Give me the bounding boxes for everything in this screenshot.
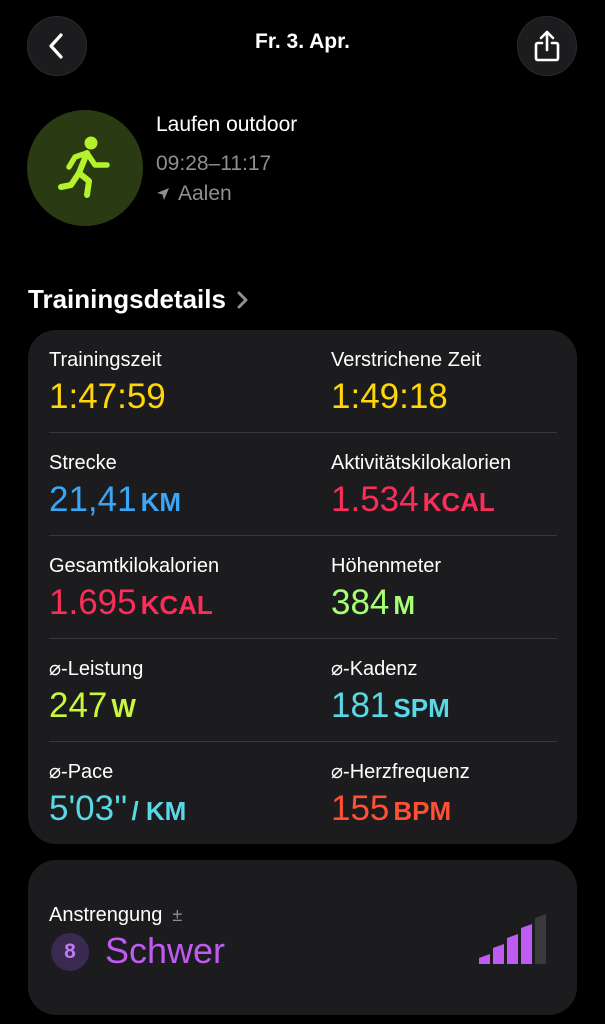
- location-arrow-icon: [157, 188, 169, 200]
- workout-time-range: 09:28–11:17: [156, 152, 272, 175]
- effort-label-row: Anstrengung ±: [49, 904, 182, 927]
- metric-unit: W: [111, 693, 136, 723]
- metric-value: 155 BPM: [331, 788, 581, 832]
- metric-strecke: Strecke 21,41 KM: [49, 451, 299, 523]
- divider: [49, 432, 557, 433]
- effort-bars-icon: [479, 914, 546, 964]
- effort-bar: [479, 954, 490, 964]
- metric-label: ⌀-Kadenz: [331, 658, 418, 680]
- metric-number: 1.695: [49, 583, 137, 622]
- metric-label: Strecke: [49, 452, 117, 474]
- metric-gesamtkilokalorien: Gesamtkilokalorien 1.695 KCAL: [49, 554, 299, 626]
- metric-label: Aktivitätskilokalorien: [331, 452, 512, 474]
- effort-bar: [535, 914, 546, 964]
- metric-value: 1:47:59: [49, 376, 299, 418]
- effort-bar: [493, 944, 504, 964]
- chevron-left-icon: [49, 33, 63, 59]
- workout-location: Aalen: [156, 182, 232, 206]
- metric-unit: BPM: [393, 796, 452, 826]
- effort-level-text: Schwer: [105, 930, 226, 971]
- metric-value: 181 SPM: [331, 685, 581, 729]
- metric-value: 1.534 KCAL: [331, 479, 581, 523]
- metric-value: 1.695 KCAL: [49, 582, 299, 626]
- metric-label: Höhenmeter: [331, 555, 442, 577]
- metric-label: ⌀-Herzfrequenz: [331, 761, 470, 783]
- metric-number: 1:49:18: [331, 377, 448, 416]
- plus-minus-icon: ±: [172, 905, 183, 925]
- metric-hoehenmeter: Höhenmeter 384 M: [331, 554, 581, 626]
- workout-location-label: Aalen: [178, 182, 232, 205]
- metric-leistung: ⌀-Leistung 247 W: [49, 657, 299, 729]
- section-header-trainingsdetails[interactable]: Trainingsdetails: [28, 284, 250, 315]
- effort-level-badge: 8: [51, 933, 89, 971]
- share-button[interactable]: [517, 16, 577, 76]
- metric-label: Gesamtkilokalorien: [49, 555, 220, 577]
- workout-type-badge: [27, 110, 143, 226]
- metric-trainingszeit: Trainingszeit 1:47:59: [49, 348, 299, 418]
- effort-label: Anstrengung: [49, 904, 163, 926]
- metric-kadenz: ⌀-Kadenz 181 SPM: [331, 657, 581, 729]
- metric-label: Trainingszeit: [49, 349, 162, 371]
- metric-unit: SPM: [393, 693, 450, 723]
- metric-value: 247 W: [49, 685, 299, 729]
- running-figure-icon: [58, 136, 110, 198]
- metric-pace: ⌀-Pace 5'03'' / KM: [49, 760, 299, 832]
- effort-bar: [521, 924, 532, 964]
- metric-number: 247: [49, 686, 108, 725]
- metric-value: 384 M: [331, 582, 581, 626]
- metric-number: 181: [331, 686, 390, 725]
- metric-aktivitaetskilokalorien: Aktivitätskilokalorien 1.534 KCAL: [331, 451, 581, 523]
- metric-number: 1:47:59: [49, 377, 166, 416]
- metric-verstrichene-zeit: Verstrichene Zeit 1:49:18: [331, 348, 581, 418]
- chevron-right-icon: [237, 291, 248, 308]
- metric-unit: M: [393, 590, 416, 620]
- metric-unit: / KM: [131, 796, 187, 826]
- metric-value: 21,41 KM: [49, 479, 299, 523]
- metric-label: ⌀-Leistung: [49, 658, 144, 680]
- page-title: Fr. 3. Apr.: [255, 30, 350, 53]
- metric-label: ⌀-Pace: [49, 761, 114, 783]
- metric-number: 155: [331, 789, 390, 828]
- training-details-card: Trainingszeit 1:47:59 Verstrichene Zeit …: [28, 330, 577, 844]
- workout-name: Laufen outdoor: [156, 113, 298, 136]
- metric-value: 5'03'' / KM: [49, 788, 299, 832]
- metric-label: Verstrichene Zeit: [331, 349, 482, 371]
- divider: [49, 741, 557, 742]
- metric-herzfrequenz: ⌀-Herzfrequenz 155 BPM: [331, 760, 581, 832]
- back-button[interactable]: [27, 16, 87, 76]
- metric-number: 21,41: [49, 480, 137, 519]
- section-title: Trainingsdetails: [28, 284, 226, 314]
- metric-value: 1:49:18: [331, 376, 581, 418]
- share-icon: [534, 30, 560, 62]
- divider: [49, 638, 557, 639]
- metric-unit: KCAL: [422, 487, 495, 517]
- effort-bar: [507, 934, 518, 964]
- metric-number: 384: [331, 583, 390, 622]
- effort-card[interactable]: Anstrengung ± 8 Schwer: [28, 860, 577, 1015]
- metric-unit: KM: [140, 487, 182, 517]
- metric-unit: KCAL: [140, 590, 213, 620]
- divider: [49, 535, 557, 536]
- metric-number: 1.534: [331, 480, 419, 519]
- metric-number: 5'03'': [49, 789, 128, 828]
